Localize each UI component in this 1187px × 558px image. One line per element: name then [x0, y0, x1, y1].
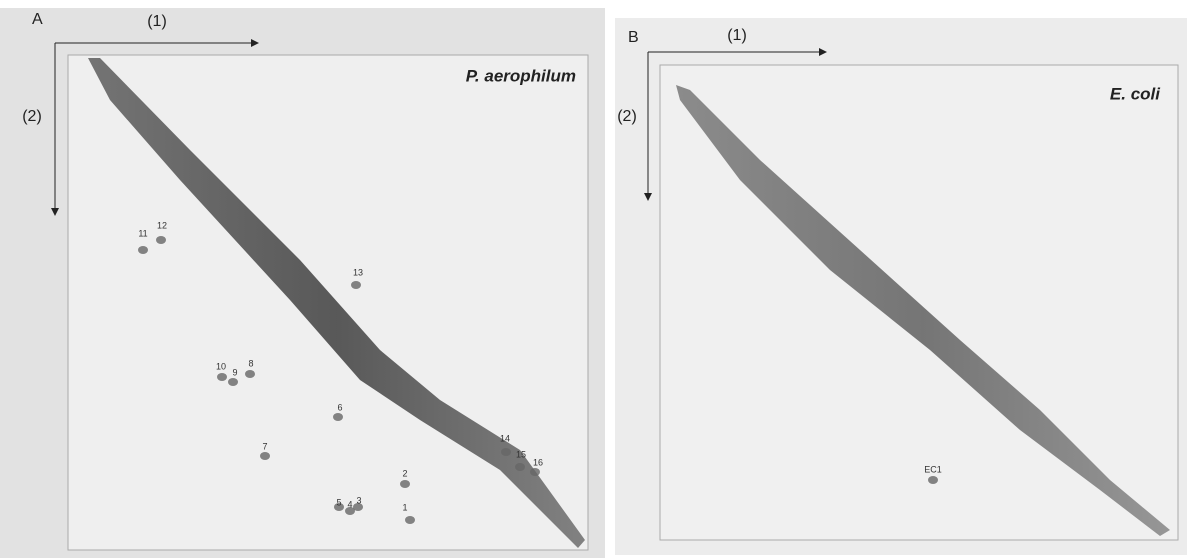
axis-label: (2)	[22, 108, 42, 125]
spot-label: 11	[138, 228, 147, 238]
spot-label: 6	[337, 402, 342, 412]
spot	[245, 370, 255, 378]
spot	[345, 507, 355, 515]
spot	[138, 246, 148, 254]
spot	[400, 480, 410, 488]
panel-label: A	[32, 11, 43, 28]
spot-label: 13	[353, 267, 363, 277]
organism: P. aerophilum	[466, 66, 576, 85]
spot	[353, 503, 363, 511]
spot	[405, 516, 415, 524]
spot-label: 3	[356, 495, 361, 505]
spot-label: 5	[336, 497, 341, 507]
spot	[260, 452, 270, 460]
spot-label: 9	[232, 367, 237, 377]
axis-label: (2)	[617, 108, 637, 125]
spot-label: 1	[402, 502, 407, 512]
organism: E. coli	[1110, 84, 1161, 103]
spot	[928, 476, 938, 484]
spot-label: 12	[157, 220, 167, 230]
spot	[217, 373, 227, 381]
spot	[351, 281, 361, 289]
panel-label: B	[628, 29, 639, 46]
spot-label: 7	[262, 441, 267, 451]
spot	[530, 468, 540, 476]
spot	[333, 413, 343, 421]
axis-label: (1)	[147, 13, 167, 30]
gel-b	[659, 64, 1179, 541]
spot-label: 2	[402, 468, 407, 478]
spot-label: EC1	[924, 464, 942, 474]
spot	[515, 463, 525, 471]
spot-label: 8	[248, 358, 253, 368]
spot-label: 15	[516, 449, 526, 459]
spot	[228, 378, 238, 386]
spot-label: 14	[500, 433, 510, 443]
spot	[501, 448, 511, 456]
spot	[334, 503, 344, 511]
spot	[156, 236, 166, 244]
axis-label: (1)	[727, 27, 747, 44]
diagonal-smear	[88, 58, 585, 548]
spot-label: 4	[347, 499, 352, 509]
spot-label: 16	[533, 457, 543, 467]
diagonal-smear	[676, 85, 1170, 536]
spot-label: 10	[216, 361, 226, 371]
